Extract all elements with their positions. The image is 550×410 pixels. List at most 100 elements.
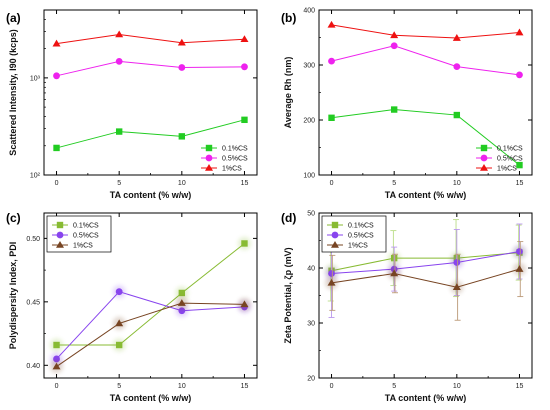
legend: 0.1%CS 0.5%CS 1%CS: [321, 215, 387, 253]
data-point: [241, 240, 248, 247]
y-tick-label: 20: [307, 376, 315, 383]
series-line: [56, 291, 245, 360]
series-line: [331, 24, 520, 39]
data-point: [516, 248, 523, 255]
data-point: [115, 128, 123, 135]
x-axis-label: TA content (% w/w): [110, 190, 192, 200]
data-point: [53, 144, 60, 152]
x-tick-label: 15: [516, 383, 524, 390]
y-tick-label: 400: [303, 8, 315, 15]
series-1: [328, 42, 523, 79]
legend-entry: 0.1%CS: [497, 146, 523, 153]
series-0: [50, 236, 251, 352]
y-tick-label: 50: [307, 211, 315, 218]
x-tick-label: 5: [392, 180, 396, 187]
x-tick-label: 0: [330, 383, 334, 390]
legend-entry: 1%CS: [348, 243, 368, 250]
legend-marker: [480, 154, 488, 162]
series-2: [325, 241, 526, 321]
data-point: [115, 57, 123, 65]
data-point: [390, 106, 398, 113]
x-tick-label: 10: [178, 383, 186, 390]
data-point: [115, 30, 124, 38]
x-tick-label: 0: [330, 180, 334, 187]
x-tick-label: 10: [178, 180, 186, 187]
series-line: [56, 33, 245, 45]
chart-panel: (d) 0 5 10 15 20 30 40 50 TA content (% w/w) Zeta …: [281, 211, 533, 403]
legend: 0.1%CS 0.5%CS 1%CS: [46, 215, 112, 253]
y-tick-label: 0.40: [26, 363, 40, 370]
y-tick-label: 30: [307, 321, 315, 328]
y-axis-label: Polydispersity Index, PDI: [8, 242, 18, 350]
series-line: [56, 302, 245, 367]
x-tick-label: 5: [117, 383, 121, 390]
legend: 0.1%CS 0.5%CS 1%CS: [476, 144, 523, 173]
series-line: [331, 109, 520, 166]
x-tick-label: 10: [453, 383, 461, 390]
legend-entry: 0.1%CS: [73, 223, 99, 230]
data-point: [53, 72, 60, 80]
legend-entry: 1%CS: [73, 243, 93, 250]
data-point: [328, 270, 335, 277]
series-line: [331, 45, 520, 76]
legend-marker: [56, 241, 64, 248]
y-tick-label: 0.45: [26, 299, 40, 306]
series-line: [56, 119, 245, 149]
legend: 0.1%CS 0.5%CS 1%CS: [201, 144, 248, 173]
x-tick-label: 0: [55, 180, 59, 187]
data-point: [390, 31, 399, 39]
legend-marker: [56, 231, 64, 239]
series-1: [50, 285, 251, 366]
series-line: [331, 252, 520, 272]
data-point: [52, 39, 61, 47]
x-axis-label: TA content (% w/w): [385, 190, 467, 200]
data-point: [390, 42, 398, 50]
data-point: [328, 114, 335, 121]
panel-label: (b): [281, 11, 296, 25]
legend-entry: 0.5%CS: [222, 156, 248, 163]
legend-marker: [205, 164, 213, 171]
data-point: [178, 133, 186, 140]
x-tick-label: 15: [516, 180, 524, 187]
data-point: [177, 38, 186, 46]
legend-marker: [331, 241, 339, 248]
data-point: [453, 259, 461, 266]
x-tick-label: 15: [241, 180, 249, 187]
y-tick-label: 300: [303, 63, 315, 70]
legend-marker: [331, 231, 339, 239]
series-2: [50, 296, 251, 374]
legend-entry: 0.5%CS: [348, 233, 374, 240]
data-point: [515, 265, 524, 272]
chart-panel: (b) 0 5 10 15 100 200 300 400 TA content (% w/w) A…: [281, 8, 533, 200]
y-axis-label: Scattered Intensity, I90 (kcps): [8, 29, 18, 155]
data-point: [516, 71, 523, 79]
legend-marker: [205, 144, 213, 152]
y-tick-label: 0.50: [26, 236, 40, 243]
data-point: [516, 161, 523, 169]
data-point: [240, 300, 249, 308]
x-tick-label: 5: [392, 383, 396, 390]
data-point: [241, 63, 248, 71]
series-0: [328, 106, 523, 169]
legend-marker: [331, 221, 339, 229]
data-point: [452, 34, 461, 41]
x-tick-label: 10: [453, 180, 461, 187]
data-point: [452, 283, 461, 291]
legend-entry: 0.1%CS: [222, 146, 248, 153]
data-point: [177, 299, 186, 306]
series-2: [52, 30, 249, 47]
data-point: [115, 319, 124, 327]
y-axis-label: Average Rh (nm): [283, 57, 293, 129]
x-axis-label: TA content (% w/w): [385, 393, 467, 403]
data-point: [327, 20, 336, 28]
data-point: [453, 63, 461, 71]
legend-entry: 0.5%CS: [73, 233, 99, 240]
series-line: [331, 268, 520, 288]
data-point: [53, 341, 60, 349]
data-point: [178, 64, 186, 71]
data-point: [515, 28, 524, 36]
data-point: [115, 288, 123, 296]
panel-label: (a): [6, 11, 21, 25]
series-1: [53, 57, 248, 80]
